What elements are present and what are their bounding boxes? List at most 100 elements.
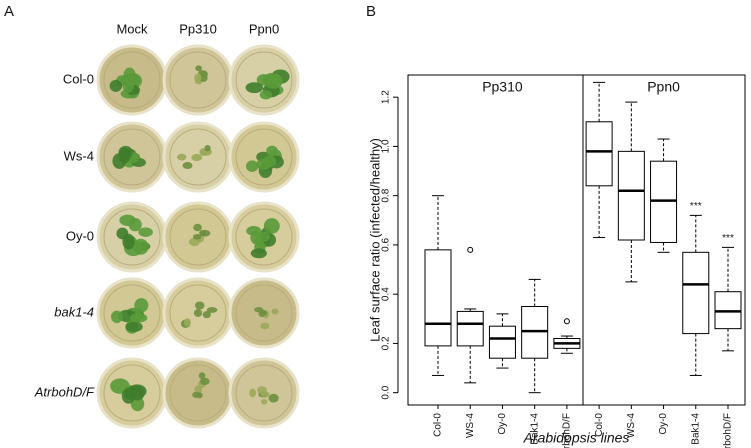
- x-tick-label: Bak1-4: [529, 413, 540, 445]
- x-tick-label: rbohD/F: [562, 413, 573, 448]
- x-tick-label: WS-4: [626, 413, 637, 438]
- leaf: [195, 65, 202, 72]
- leaf: [188, 237, 200, 247]
- y-tick-label: 1.0: [381, 139, 392, 153]
- column-header: Pp310: [179, 21, 217, 36]
- plate-inner: [169, 208, 227, 266]
- leaf: [195, 392, 203, 399]
- x-axis-label: Arabidopsis lines: [523, 430, 630, 446]
- plate-inner: [103, 284, 161, 342]
- x-tick-label: Oy-0: [658, 413, 669, 435]
- leaf: [204, 144, 211, 152]
- leaf: [194, 301, 205, 310]
- leaf: [132, 238, 149, 255]
- plot-frame: [407, 74, 746, 406]
- leaf: [202, 311, 211, 319]
- plate-inner: [169, 364, 227, 422]
- leaf: [193, 309, 203, 317]
- leaf: [194, 73, 202, 82]
- leaf: [109, 79, 123, 92]
- x-tick-label: WS-4: [465, 413, 476, 438]
- box: [617, 150, 645, 241]
- plate-inner: [169, 128, 227, 186]
- column-header: Ppn0: [249, 21, 279, 36]
- x-tick-label: Col-0: [433, 413, 444, 437]
- plate-inner: [103, 51, 161, 109]
- plate-inner: [103, 208, 161, 266]
- x-tick-label: Col-0: [594, 413, 605, 437]
- row-label: Ws-4: [64, 148, 94, 163]
- leaf: [138, 227, 153, 237]
- leaf: [182, 162, 193, 170]
- leaf: [199, 229, 207, 236]
- leaf: [263, 155, 277, 168]
- plate-inner: [235, 364, 293, 422]
- y-axis-label: Leaf surface ratio (infected/healthy): [367, 138, 382, 342]
- x-tick-label: Oy-0: [497, 413, 508, 435]
- leaf: [264, 73, 283, 89]
- leaf: [254, 306, 264, 313]
- leaf: [176, 153, 187, 161]
- plate-inner: [103, 128, 161, 186]
- leaf: [260, 322, 270, 330]
- box: [424, 249, 452, 347]
- group-label: Ppn0: [647, 79, 680, 95]
- plate-inner: [103, 364, 161, 422]
- y-tick-label: 0.0: [381, 385, 392, 399]
- leaf: [198, 372, 206, 380]
- leaf: [257, 231, 271, 242]
- leaf: [122, 77, 135, 93]
- box: [585, 121, 613, 187]
- leaf: [250, 248, 267, 259]
- plate-inner: [235, 284, 293, 342]
- leaf: [125, 321, 143, 333]
- photo-grid: Mock Pp310 Ppn0 Col-0 Ws-4 Oy-0 bak1-4 AtrbohD/…: [34, 21, 300, 429]
- box: [682, 251, 710, 335]
- group-label: Pp310: [482, 79, 523, 95]
- row-label: Oy-0: [66, 228, 94, 243]
- outlier: [467, 246, 474, 253]
- boxplot: Pp310 Ppn0 0.0 0.2 0.4 0.6 0.8 1.0 1.2 Leaf surfa…: [367, 74, 746, 448]
- leaf: [245, 160, 259, 172]
- box: [456, 310, 484, 347]
- leaf: [184, 318, 191, 327]
- significance: ***: [690, 201, 702, 212]
- column-header: Mock: [116, 21, 148, 36]
- significance: ***: [722, 233, 734, 244]
- leaf: [193, 223, 202, 232]
- leaf: [271, 308, 279, 315]
- plate-inner: [235, 51, 293, 109]
- y-tick-label: 0.2: [381, 336, 392, 350]
- row-label: Col-0: [63, 71, 94, 86]
- y-tick-label: 0.4: [381, 287, 392, 301]
- panel-label: B: [366, 3, 376, 20]
- leaf: [259, 90, 273, 100]
- leaf: [206, 306, 218, 313]
- leaf: [192, 233, 202, 240]
- leaf: [191, 153, 203, 162]
- leaf: [134, 298, 149, 313]
- plate-inner: [169, 51, 227, 109]
- leaf: [116, 227, 129, 240]
- leaf: [260, 310, 267, 316]
- outlier: [563, 318, 570, 325]
- row-label: bak1-4: [54, 304, 94, 319]
- leaf: [118, 147, 131, 164]
- plate-inner: [235, 208, 293, 266]
- x-tick-label: rbohD/F: [723, 413, 734, 448]
- y-tick-label: 0.8: [381, 188, 392, 202]
- leaf: [130, 385, 145, 401]
- leaf: [119, 214, 136, 226]
- plate-inner: [169, 284, 227, 342]
- leaf: [129, 313, 148, 323]
- y-tick-label: 1.2: [381, 90, 392, 104]
- leaf: [249, 388, 256, 398]
- leaf: [245, 82, 264, 94]
- leaf: [260, 398, 268, 405]
- leaf: [266, 145, 278, 156]
- y-tick-label: 0.6: [381, 238, 392, 252]
- leaf: [111, 310, 123, 324]
- row-label: AtrbohD/F: [34, 384, 95, 399]
- x-tick-label: Bak1-4: [690, 413, 701, 445]
